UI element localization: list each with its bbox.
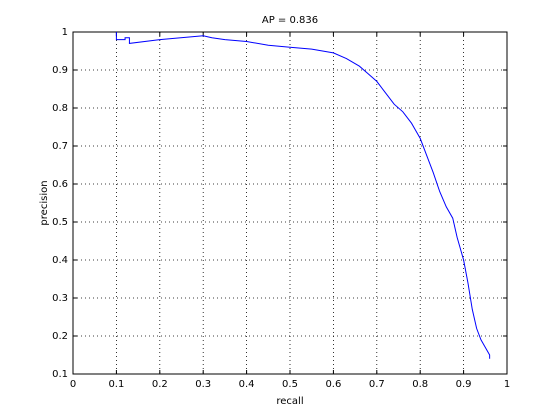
- x-tick-label: 0.6: [325, 379, 341, 390]
- x-tick-label: 1: [504, 379, 510, 390]
- x-tick-label: 0.5: [282, 379, 298, 390]
- x-tick-label: 0.9: [456, 379, 472, 390]
- y-tick-label: 0.7: [52, 141, 68, 152]
- y-tick-label: 0.4: [52, 255, 68, 266]
- y-tick-label: 0.3: [52, 293, 68, 304]
- plot-frame: [72, 31, 508, 375]
- y-tick-label: 0.2: [52, 331, 68, 342]
- chart-title: AP = 0.836: [262, 15, 318, 26]
- x-tick-label: 0.4: [239, 379, 255, 390]
- x-tick-label: 0.7: [369, 379, 385, 390]
- y-tick-label: 0.6: [52, 179, 68, 190]
- x-axis-label: recall: [276, 396, 303, 407]
- pr-curve: [115, 32, 491, 359]
- x-tick-label: 0.3: [195, 379, 211, 390]
- y-tick-label: 1: [62, 27, 68, 38]
- x-tick-label: 0.2: [152, 379, 168, 390]
- y-tick-label: 0.9: [52, 65, 68, 76]
- y-tick-label: 0.1: [52, 369, 68, 380]
- x-tick-label: 0.8: [412, 379, 428, 390]
- y-tick-label: 0.8: [52, 103, 68, 114]
- x-tick-label: 0: [70, 379, 76, 390]
- y-tick-label: 0.5: [52, 217, 68, 228]
- y-axis-label: precision: [39, 180, 50, 225]
- x-tick-label: 0.1: [108, 379, 124, 390]
